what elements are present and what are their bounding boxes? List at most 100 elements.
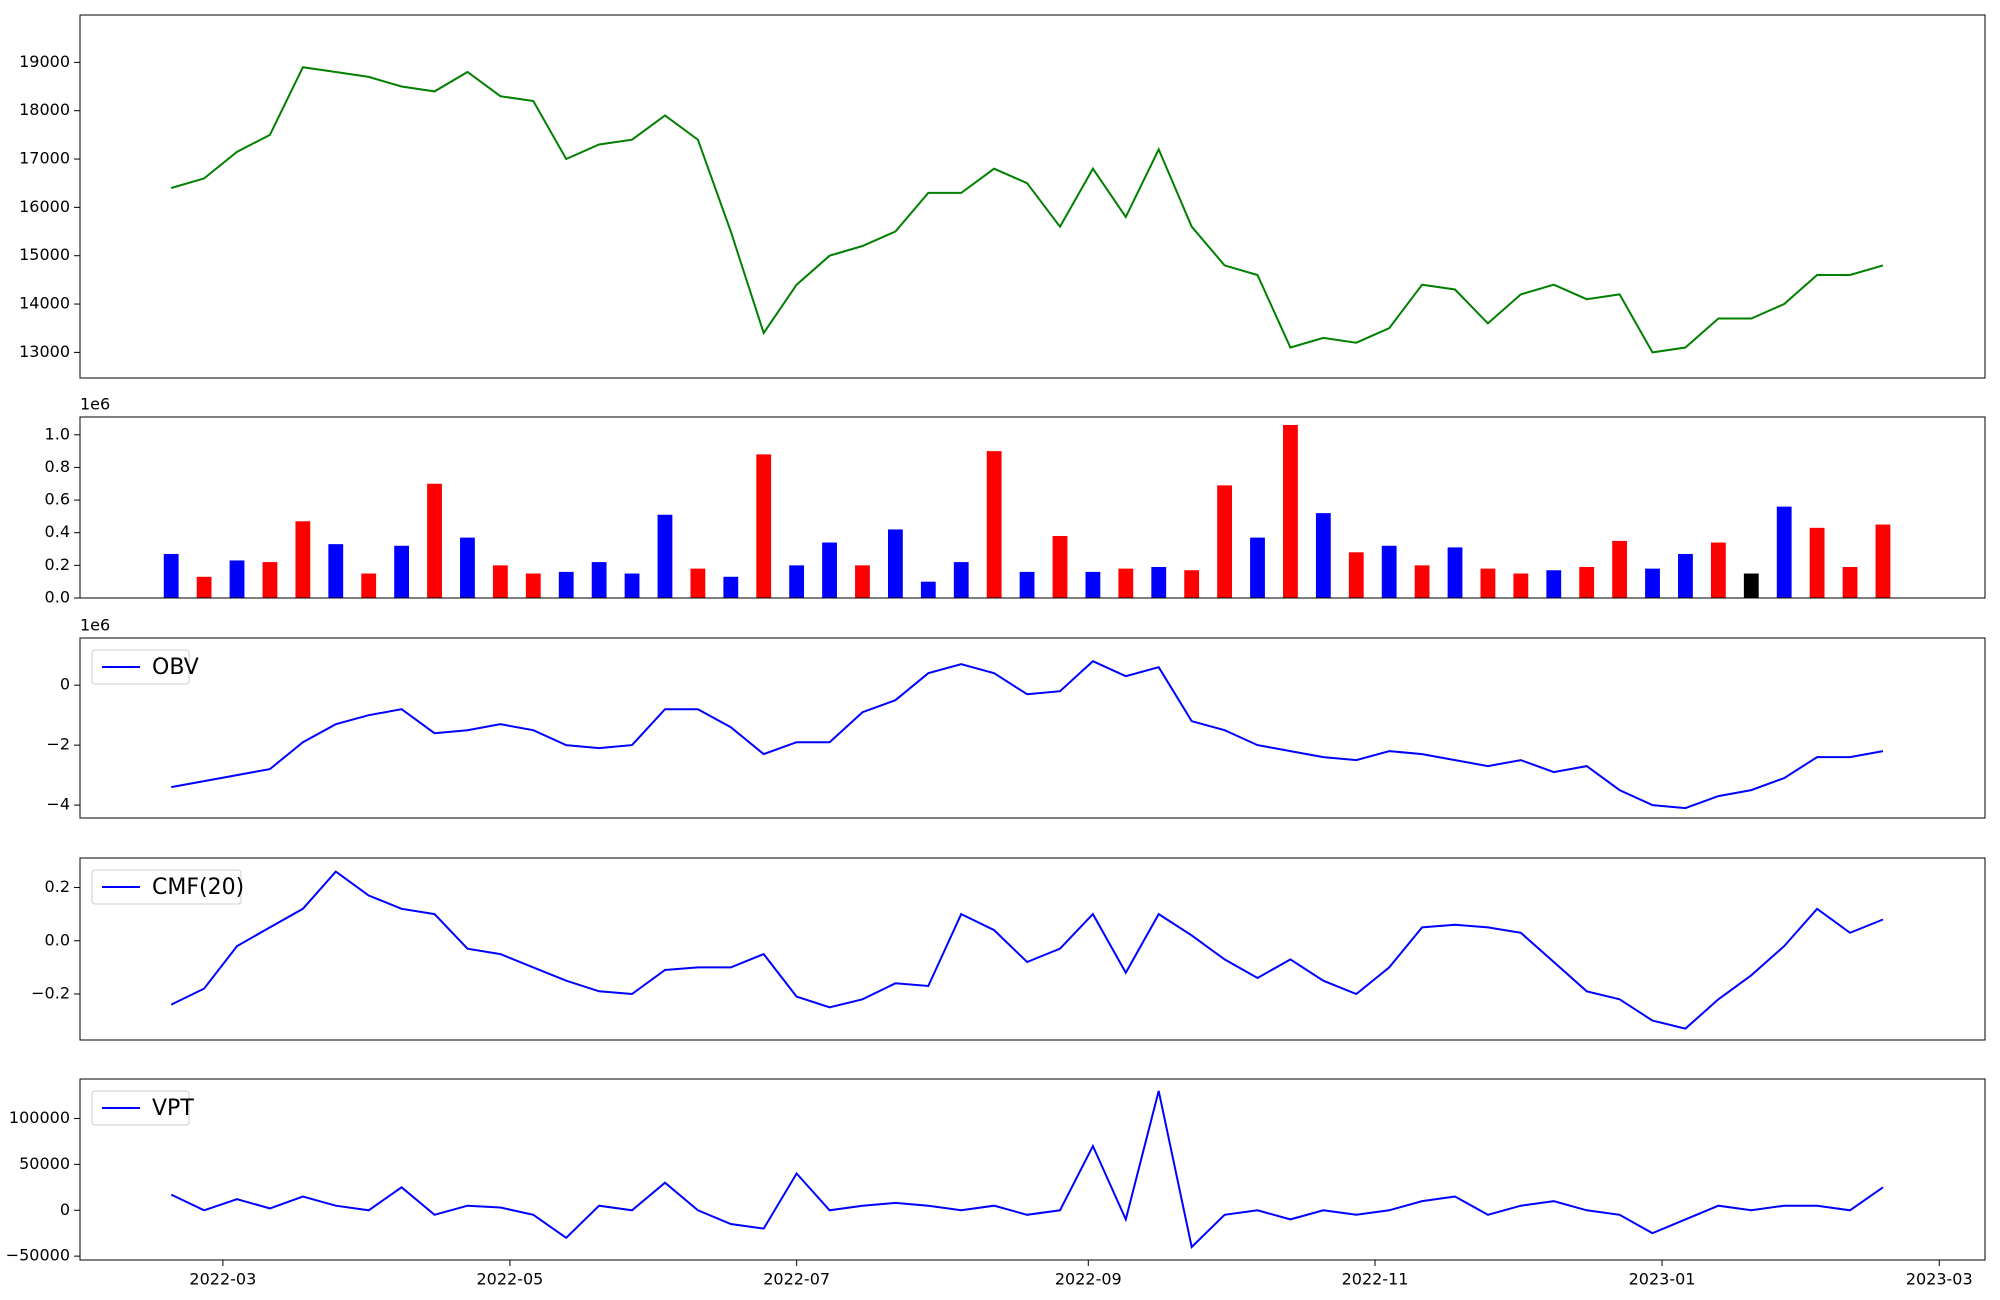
bar — [1513, 573, 1529, 598]
bar — [1612, 540, 1628, 598]
axes-frame — [79, 416, 1986, 599]
bar — [163, 553, 179, 598]
x-tick-label: 2022-05 — [476, 1270, 543, 1289]
y-tick-label: 0.2 — [45, 555, 70, 574]
line — [171, 660, 1884, 810]
bar — [1579, 566, 1595, 598]
y-tick-label: 16000 — [19, 197, 70, 216]
y-tick-label: 0.2 — [45, 877, 70, 896]
y-tick-label: 0.0 — [45, 588, 70, 607]
bar — [1710, 542, 1726, 598]
bar — [1019, 571, 1035, 598]
bar — [525, 573, 541, 598]
line — [170, 66, 1884, 354]
axes-frame — [79, 857, 1986, 1041]
bar — [1217, 485, 1232, 598]
legend-label: CMF(20) — [152, 875, 244, 900]
legend-box — [91, 869, 242, 905]
x-tick-label: 2023-01 — [1629, 1270, 1696, 1289]
line — [170, 1090, 1884, 1249]
line — [170, 870, 1884, 1030]
bar — [1546, 570, 1562, 598]
y-tick-label: 17000 — [19, 149, 70, 168]
bar — [920, 581, 936, 598]
bar — [460, 537, 475, 598]
y-tick-label: 14000 — [19, 294, 70, 313]
x-tick-label: 2022-03 — [189, 1270, 256, 1289]
bar — [1645, 568, 1660, 598]
axes-frame — [79, 1078, 1986, 1261]
y-tick-label: −50000 — [6, 1246, 70, 1265]
bar — [953, 562, 969, 598]
axes-frame — [79, 637, 1986, 819]
y-tick-label: 100000 — [9, 1108, 70, 1127]
y-tick-label: 0 — [60, 675, 70, 694]
y-tick-label: −4 — [46, 795, 70, 814]
bar — [1381, 545, 1397, 598]
y-tick-label: 1.0 — [45, 424, 70, 443]
x-tick-label: 2022-07 — [763, 1270, 830, 1289]
bar — [986, 451, 1002, 598]
bar — [690, 568, 706, 598]
legend-box — [91, 649, 190, 685]
bar — [295, 521, 311, 598]
y-tick-label: 13000 — [19, 342, 70, 361]
offset-label: 1e6 — [80, 616, 110, 635]
bar — [1348, 552, 1364, 598]
bar — [855, 565, 870, 598]
x-tick-label: 2022-09 — [1055, 1270, 1122, 1289]
bar — [789, 565, 805, 598]
bar — [723, 576, 739, 598]
bar — [624, 573, 640, 598]
bar — [591, 562, 607, 598]
bar — [196, 576, 212, 598]
bar — [558, 571, 574, 598]
bar — [1315, 513, 1331, 598]
bar — [1743, 573, 1759, 598]
bar — [1085, 571, 1101, 598]
x-tick-label: 2023-03 — [1906, 1270, 1973, 1289]
bar — [756, 454, 772, 598]
y-tick-label: −2 — [46, 735, 70, 754]
y-tick-label: 0.8 — [45, 457, 70, 476]
bar — [1118, 568, 1134, 598]
bar — [1184, 570, 1200, 598]
legend-box — [91, 1090, 190, 1126]
y-tick-label: 19000 — [19, 52, 70, 71]
bar — [1283, 424, 1298, 598]
bar — [1414, 565, 1430, 598]
bar — [1678, 553, 1693, 598]
bar — [427, 483, 442, 598]
y-tick-label: 18000 — [19, 100, 70, 119]
x-tick-label: 2022-11 — [1342, 1270, 1409, 1289]
bar — [1447, 547, 1463, 598]
legend-label: VPT — [152, 1096, 194, 1121]
bar — [262, 562, 278, 598]
bar — [657, 514, 673, 598]
bar — [1250, 537, 1265, 598]
bar — [1052, 535, 1068, 598]
bar — [394, 545, 410, 598]
bar — [887, 529, 903, 598]
bar — [492, 565, 508, 598]
bar — [229, 560, 245, 598]
bar — [1842, 566, 1858, 598]
bar — [1809, 527, 1825, 598]
bar — [1875, 524, 1891, 598]
y-tick-label: 15000 — [19, 245, 70, 264]
y-tick-label: 50000 — [19, 1154, 70, 1173]
bar — [822, 542, 837, 598]
y-tick-label: −0.2 — [31, 983, 70, 1002]
legend-label: OBV — [152, 655, 199, 680]
bar — [361, 573, 377, 598]
axes-frame — [79, 14, 1986, 379]
bar — [1776, 506, 1792, 598]
y-tick-label: 0.4 — [45, 522, 70, 541]
y-tick-label: 0.0 — [45, 930, 70, 949]
y-tick-label: 0.6 — [45, 490, 70, 509]
bar — [1480, 568, 1496, 598]
offset-label: 1e6 — [80, 395, 110, 414]
bar — [1151, 566, 1167, 598]
y-tick-label: 0 — [60, 1200, 70, 1219]
